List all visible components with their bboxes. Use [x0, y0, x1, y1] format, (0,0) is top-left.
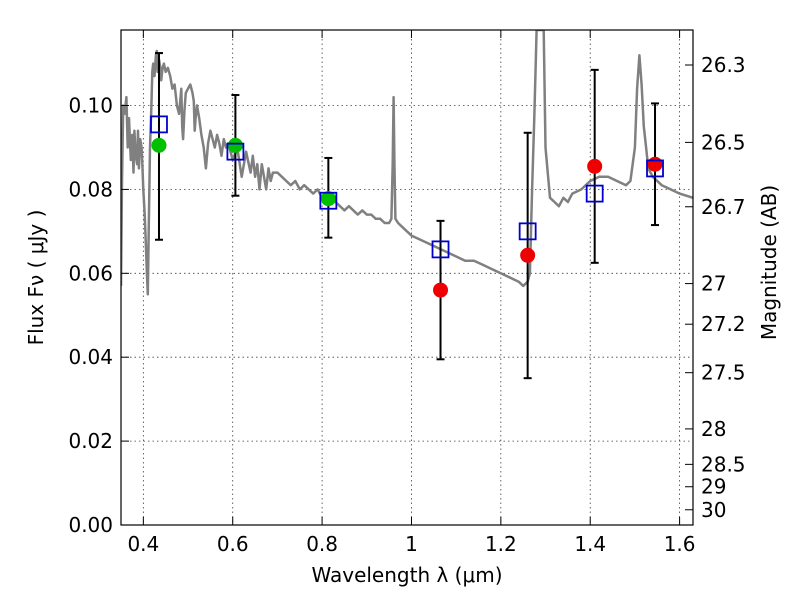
mag-tick-label: 26.5 — [701, 130, 746, 154]
mag-tick-label: 29 — [701, 475, 726, 499]
mag-tick-label: 27 — [701, 272, 726, 296]
mag-tick-label: 27.5 — [701, 361, 746, 385]
data-point — [151, 137, 167, 153]
x-tick-label: 0.8 — [306, 532, 338, 556]
x-tick-label: 0.6 — [217, 532, 249, 556]
y-tick-label: 0.02 — [68, 429, 113, 453]
data-point — [520, 247, 536, 263]
data-point — [647, 156, 663, 172]
data-markers — [150, 115, 664, 298]
model-point — [431, 240, 450, 259]
template-spectrum — [121, 30, 693, 296]
grid — [121, 30, 693, 526]
mag-tick-label: 30 — [701, 498, 726, 522]
mag-tick-label: 26.7 — [701, 195, 746, 219]
mag-tick-label: 28.5 — [701, 452, 746, 476]
x-tick-label: 1.2 — [485, 532, 517, 556]
model-point — [150, 115, 168, 134]
model-point — [226, 142, 245, 161]
x-axis-title: Wavelength λ (μm) — [311, 563, 502, 587]
y-tick-label: 0.06 — [68, 261, 113, 285]
mag-tick-label: 26.3 — [701, 53, 746, 77]
model-point — [518, 222, 537, 241]
model-point — [585, 184, 604, 203]
data-point — [587, 158, 603, 174]
y-tick-label: 0.08 — [68, 177, 113, 201]
data-point — [320, 191, 336, 207]
error-bars — [154, 52, 660, 380]
data-point — [433, 282, 449, 298]
y2-axis-title: Magnitude (AB) — [757, 185, 781, 340]
mag-tick-label: 27.2 — [701, 312, 746, 336]
y-tick-label: 0.00 — [68, 513, 113, 537]
axis-ticks: 0.4 0.6 0.8 1 1.2 1.4 1.6 0.00 0.02 0.04 0.06 0.08 0… — [68, 30, 746, 556]
x-tick-label: 0.4 — [127, 532, 159, 556]
model-point — [646, 159, 664, 178]
data-point — [227, 137, 243, 153]
x-tick-label: 1.6 — [664, 532, 696, 556]
plot-frame — [120, 29, 694, 526]
mag-tick-label: 28 — [701, 417, 726, 441]
x-tick-label: 1 — [405, 532, 418, 556]
spectrum-line — [121, 30, 693, 296]
y-tick-label: 0.10 — [68, 94, 113, 118]
y-axis-title: Flux Fν ( μJy ) — [24, 210, 48, 346]
y-tick-label: 0.04 — [68, 345, 113, 369]
x-tick-label: 1.4 — [574, 532, 606, 556]
model-point — [319, 191, 338, 210]
